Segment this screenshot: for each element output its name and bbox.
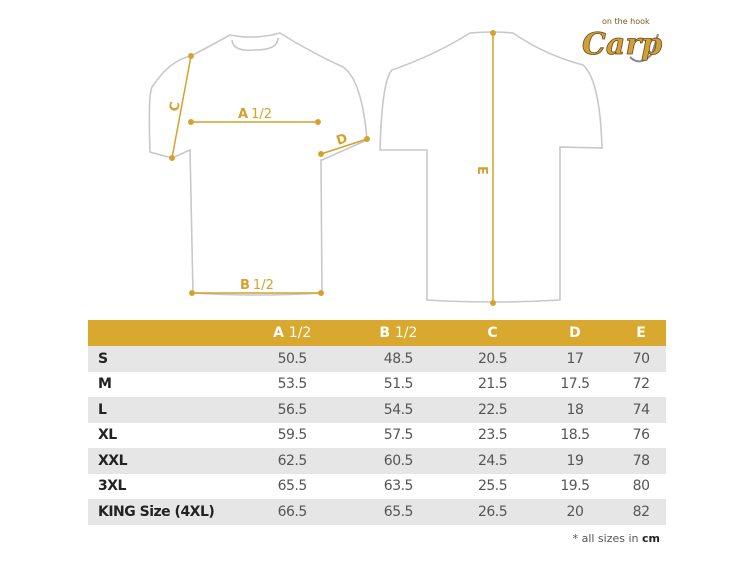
- measurement-cell: 48.5: [383, 350, 414, 367]
- measurement-cell: 25.5: [477, 478, 508, 495]
- column-header-e: E: [636, 325, 646, 341]
- measurement-cell: 17: [566, 350, 584, 367]
- size-label: S: [98, 350, 108, 367]
- measurement-cell: 54.5: [383, 401, 414, 418]
- column-header-c: C: [487, 325, 498, 341]
- measurement-cell: 66.5: [277, 503, 308, 520]
- measurement-lines: [169, 30, 496, 306]
- table-row: XL 59.5 57.5 23.5 18.5 76: [88, 423, 666, 449]
- table-row: 3XL 65.5 63.5 25.5 19.5 80: [88, 474, 666, 500]
- label-e: E: [474, 166, 489, 175]
- column-header-a: A 1/2: [273, 325, 312, 341]
- size-label: KING Size (4XL): [98, 503, 215, 520]
- measurement-cell: 24.5: [477, 452, 508, 469]
- measurement-cell: 20.5: [477, 350, 508, 367]
- measurement-cell: 78: [632, 452, 650, 469]
- size-label: L: [98, 401, 107, 418]
- size-table: A 1/2 B 1/2 C D E S 50.5 48.5 20.5 17 70 M 53.5…: [88, 320, 666, 525]
- measurement-cell: 63.5: [383, 478, 414, 495]
- back-shirt-outline: [379, 31, 603, 303]
- measurement-cell: 21.5: [477, 376, 508, 393]
- measurement-cell: 60.5: [383, 452, 414, 469]
- table-row: XXL 62.5 60.5 24.5 19 78: [88, 448, 666, 474]
- label-b: B 1/2: [240, 278, 274, 293]
- measurement-cell: 18.5: [560, 427, 590, 444]
- measurement-cell: 70: [632, 350, 650, 367]
- measurement-cell: 57.5: [383, 427, 414, 444]
- measurement-cell: 18: [566, 401, 584, 418]
- column-header-d: D: [569, 325, 581, 341]
- brand-logo: on the hook Carp: [580, 12, 665, 71]
- measurement-cell: 23.5: [477, 427, 508, 444]
- table-row: KING Size (4XL) 66.5 65.5 26.5 20 82: [88, 499, 666, 525]
- table-row: L 56.5 54.5 22.5 18 74: [88, 397, 666, 423]
- size-label: XL: [98, 427, 117, 444]
- units-note: * all sizes in cm: [572, 532, 660, 545]
- measurement-cell: 17.5: [560, 376, 590, 393]
- measurement-cell: 65.5: [383, 503, 414, 520]
- measurement-cell: 19: [566, 452, 584, 469]
- measurement-cell: 19.5: [560, 478, 590, 495]
- measurement-cell: 80: [632, 478, 650, 495]
- measurement-cell: 56.5: [277, 401, 308, 418]
- measurement-cell: 51.5: [383, 376, 414, 393]
- measurement-cell: 82: [632, 503, 650, 520]
- measurement-cell: 74: [632, 401, 650, 418]
- measurement-cell: 22.5: [477, 401, 508, 418]
- label-c: C: [167, 101, 183, 113]
- measure-d-line: [320, 138, 368, 155]
- svg-text:on the hook: on the hook: [602, 17, 650, 26]
- size-label: 3XL: [98, 478, 126, 495]
- table-header-row: A 1/2 B 1/2 C D E: [88, 320, 666, 346]
- svg-text:Carp: Carp: [582, 27, 662, 62]
- size-label: M: [98, 376, 112, 393]
- table-row: S 50.5 48.5 20.5 17 70: [88, 346, 666, 372]
- column-header-b: B 1/2: [379, 325, 418, 341]
- measure-c-line: [171, 55, 192, 159]
- label-d: D: [335, 131, 350, 149]
- measurement-cell: 62.5: [277, 452, 308, 469]
- front-shirt-outline: [148, 32, 368, 296]
- label-a: A 1/2: [238, 107, 272, 122]
- measurement-cell: 76: [632, 427, 650, 444]
- measurement-cell: 72: [632, 376, 650, 393]
- measurement-cell: 20: [566, 503, 584, 520]
- measurement-cell: 26.5: [477, 503, 508, 520]
- table-row: M 53.5 51.5 21.5 17.5 72: [88, 372, 666, 398]
- measurement-cell: 53.5: [277, 376, 308, 393]
- measurement-cell: 59.5: [277, 427, 308, 444]
- measurement-cell: 50.5: [277, 350, 308, 367]
- t-shirt-diagram: A 1/2 B 1/2 C D E: [148, 30, 603, 306]
- measurement-cell: 65.5: [277, 478, 308, 495]
- size-label: XXL: [98, 452, 128, 469]
